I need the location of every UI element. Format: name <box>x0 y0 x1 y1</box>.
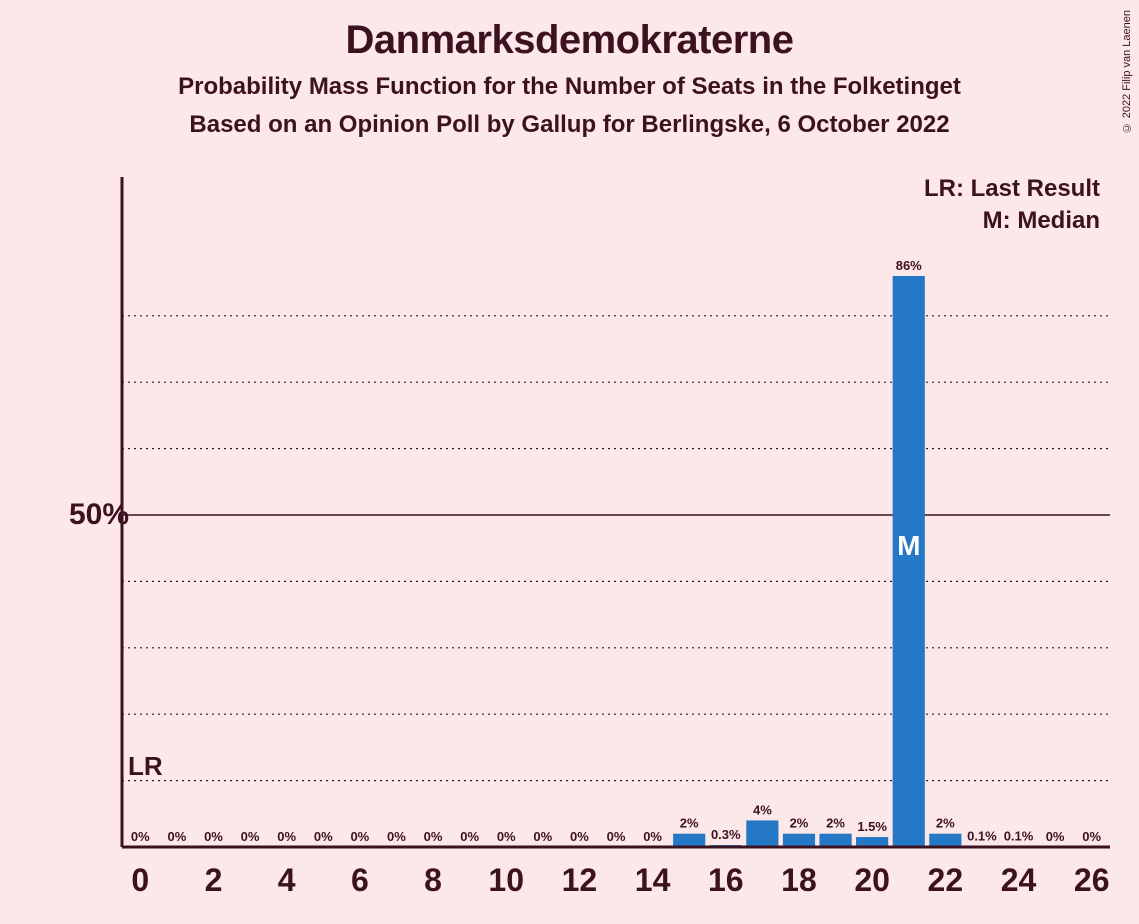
svg-text:0%: 0% <box>497 829 516 844</box>
svg-text:0%: 0% <box>241 829 260 844</box>
svg-text:86%: 86% <box>896 258 922 273</box>
svg-text:0%: 0% <box>607 829 626 844</box>
y-axis-tick-50: 50% <box>69 498 129 532</box>
chart-title: Danmarksdemokraterne <box>0 18 1139 63</box>
svg-text:2%: 2% <box>680 816 699 831</box>
svg-text:0%: 0% <box>387 829 406 844</box>
x-axis-labels: 02468101214161820222426 <box>110 862 1110 912</box>
svg-text:0%: 0% <box>570 829 589 844</box>
x-tick-label: 8 <box>424 862 442 899</box>
svg-text:0%: 0% <box>1046 829 1065 844</box>
svg-text:2%: 2% <box>826 816 845 831</box>
svg-text:0%: 0% <box>167 829 186 844</box>
svg-text:1.5%: 1.5% <box>857 819 887 834</box>
svg-text:0%: 0% <box>460 829 479 844</box>
svg-text:0%: 0% <box>424 829 443 844</box>
legend-lr: LR: Last Result <box>924 175 1100 203</box>
svg-text:4%: 4% <box>753 802 772 817</box>
svg-text:0%: 0% <box>643 829 662 844</box>
x-tick-label: 4 <box>278 862 296 899</box>
x-tick-label: 6 <box>351 862 369 899</box>
title-block: Danmarksdemokraterne Probability Mass Fu… <box>0 0 1139 139</box>
x-tick-label: 22 <box>928 862 964 899</box>
chart-area: 0% 0% 0% 0% 0% 0% 0% 0% 0% 0% 0% 0% 0% 0% 0% 2% 0.3% 4% 2%… <box>110 175 1110 855</box>
chart-subtitle-1: Probability Mass Function for the Number… <box>0 73 1139 101</box>
svg-text:2%: 2% <box>936 816 955 831</box>
svg-text:2%: 2% <box>790 816 809 831</box>
x-tick-label: 24 <box>1001 862 1037 899</box>
x-tick-label: 16 <box>708 862 744 899</box>
svg-text:0%: 0% <box>204 829 223 844</box>
x-tick-label: 0 <box>131 862 149 899</box>
x-tick-label: 10 <box>488 862 524 899</box>
x-tick-label: 12 <box>562 862 598 899</box>
legend-m: M: Median <box>924 207 1100 235</box>
chart-subtitle-2: Based on an Opinion Poll by Gallup for B… <box>0 111 1139 139</box>
svg-text:0%: 0% <box>350 829 369 844</box>
lr-marker-label: LR <box>128 751 163 782</box>
x-tick-label: 2 <box>205 862 223 899</box>
svg-text:0.1%: 0.1% <box>1004 828 1034 843</box>
svg-text:M: M <box>897 530 920 561</box>
bar-chart-svg: 0% 0% 0% 0% 0% 0% 0% 0% 0% 0% 0% 0% 0% 0% 0% 2% 0.3% 4% 2%… <box>110 175 1110 855</box>
svg-text:0%: 0% <box>1082 829 1101 844</box>
svg-text:0.1%: 0.1% <box>967 828 997 843</box>
x-tick-label: 18 <box>781 862 817 899</box>
x-tick-label: 26 <box>1074 862 1110 899</box>
x-tick-label: 14 <box>635 862 671 899</box>
svg-text:0.3%: 0.3% <box>711 827 741 842</box>
copyright-text: © 2022 Filip van Laenen <box>1121 10 1133 133</box>
svg-text:0%: 0% <box>314 829 333 844</box>
x-tick-label: 20 <box>854 862 890 899</box>
svg-text:0%: 0% <box>131 829 150 844</box>
legend: LR: Last Result M: Median <box>924 175 1100 239</box>
svg-text:0%: 0% <box>533 829 552 844</box>
svg-text:0%: 0% <box>277 829 296 844</box>
